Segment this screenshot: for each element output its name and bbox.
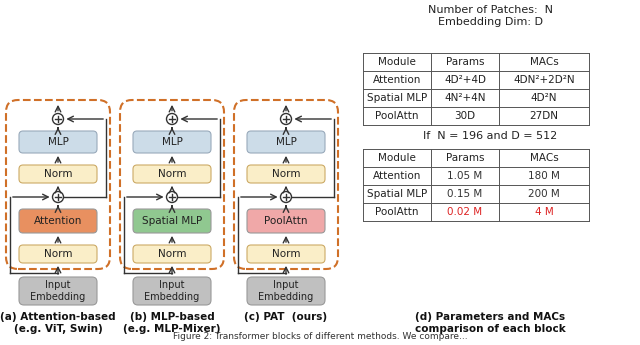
Text: Attention: Attention [34, 216, 82, 226]
Text: Spatial MLP: Spatial MLP [367, 93, 427, 103]
Text: (b) MLP-based
(e.g. MLP-Mixer): (b) MLP-based (e.g. MLP-Mixer) [124, 312, 221, 334]
Text: MACs: MACs [530, 57, 558, 67]
Text: Norm: Norm [272, 169, 300, 179]
Text: Input
Embedding: Input Embedding [259, 280, 314, 302]
Text: Module: Module [378, 57, 416, 67]
Text: 180 M: 180 M [528, 171, 560, 181]
Text: 0.15 M: 0.15 M [447, 189, 483, 199]
Text: 4D²+4D: 4D²+4D [444, 75, 486, 85]
Text: (a) Attention-based
(e.g. ViT, Swin): (a) Attention-based (e.g. ViT, Swin) [0, 312, 116, 334]
FancyBboxPatch shape [133, 131, 211, 153]
Text: Params: Params [445, 153, 484, 163]
FancyBboxPatch shape [133, 277, 211, 305]
Text: MLP: MLP [276, 137, 296, 147]
FancyBboxPatch shape [247, 277, 325, 305]
Text: Spatial MLP: Spatial MLP [367, 189, 427, 199]
Text: Norm: Norm [157, 169, 186, 179]
FancyBboxPatch shape [19, 165, 97, 183]
Text: (d) Parameters and MACs
comparison of each block: (d) Parameters and MACs comparison of ea… [415, 312, 565, 334]
Text: Module: Module [378, 153, 416, 163]
Text: 0.02 M: 0.02 M [447, 207, 483, 217]
FancyBboxPatch shape [247, 165, 325, 183]
Text: MLP: MLP [47, 137, 68, 147]
FancyBboxPatch shape [247, 209, 325, 233]
Text: Figure 2: Transformer blocks of different methods. We compare...: Figure 2: Transformer blocks of differen… [173, 332, 467, 341]
Text: If  N = 196 and D = 512: If N = 196 and D = 512 [423, 131, 557, 141]
FancyBboxPatch shape [247, 131, 325, 153]
Text: Number of Patches:  N
Embedding Dim: D: Number of Patches: N Embedding Dim: D [428, 5, 552, 27]
Text: (c) PAT  (ours): (c) PAT (ours) [244, 312, 328, 322]
Text: Spatial MLP: Spatial MLP [142, 216, 202, 226]
Text: 4 M: 4 M [534, 207, 554, 217]
Text: Input
Embedding: Input Embedding [30, 280, 86, 302]
Text: Params: Params [445, 57, 484, 67]
Text: Norm: Norm [44, 249, 72, 259]
Text: Attention: Attention [373, 75, 421, 85]
Text: MLP: MLP [161, 137, 182, 147]
Text: PoolAttn: PoolAttn [375, 111, 419, 121]
Text: 27DN: 27DN [529, 111, 559, 121]
Text: 30D: 30D [454, 111, 476, 121]
Text: Norm: Norm [272, 249, 300, 259]
Text: MACs: MACs [530, 153, 558, 163]
Text: Attention: Attention [373, 171, 421, 181]
FancyBboxPatch shape [19, 131, 97, 153]
FancyBboxPatch shape [247, 245, 325, 263]
Text: Norm: Norm [44, 169, 72, 179]
Text: Norm: Norm [157, 249, 186, 259]
Text: 4DN²+2D²N: 4DN²+2D²N [513, 75, 575, 85]
FancyBboxPatch shape [19, 277, 97, 305]
Text: 200 M: 200 M [528, 189, 560, 199]
FancyBboxPatch shape [133, 209, 211, 233]
FancyBboxPatch shape [19, 209, 97, 233]
Text: 1.05 M: 1.05 M [447, 171, 483, 181]
Text: PoolAttn: PoolAttn [264, 216, 308, 226]
FancyBboxPatch shape [19, 245, 97, 263]
Text: PoolAttn: PoolAttn [375, 207, 419, 217]
FancyBboxPatch shape [133, 165, 211, 183]
Text: 4N²+4N: 4N²+4N [444, 93, 486, 103]
FancyBboxPatch shape [133, 245, 211, 263]
Text: 4D²N: 4D²N [531, 93, 557, 103]
Text: Input
Embedding: Input Embedding [145, 280, 200, 302]
